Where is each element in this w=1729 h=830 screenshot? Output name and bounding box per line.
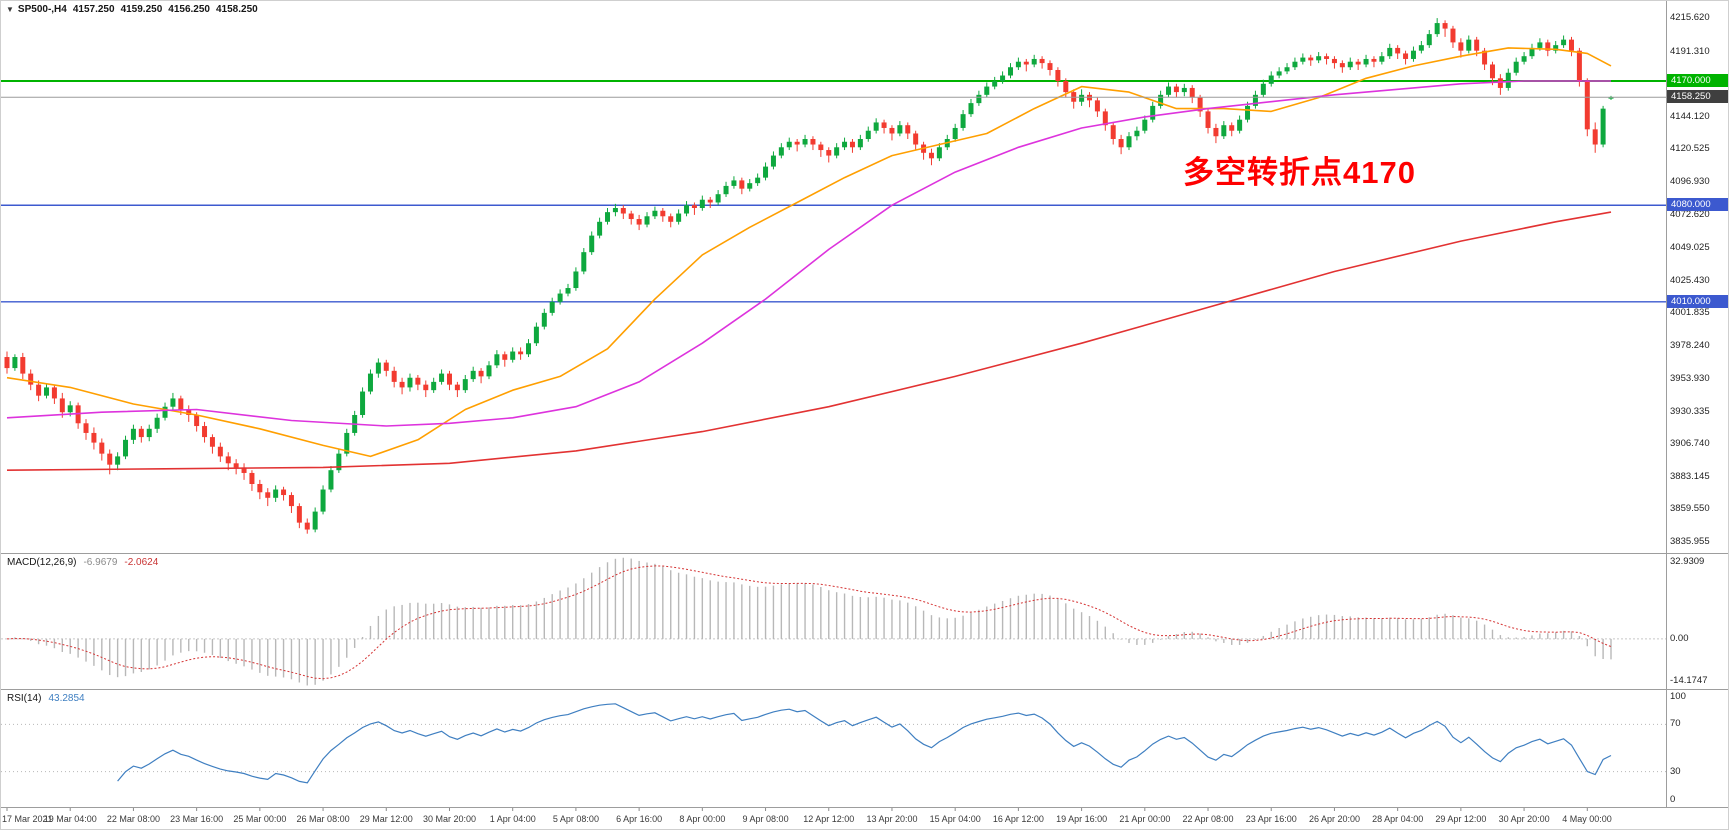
rsi-scale-label: 30 (1670, 765, 1681, 777)
price-badge-4080: 4080.000 (1667, 198, 1728, 212)
price-scale-label: 4096.930 (1670, 175, 1710, 187)
time-axis-label: 29 Mar 12:00 (359, 814, 413, 824)
price-scale-label: 3978.240 (1670, 339, 1710, 351)
collapse-arrow-icon[interactable]: ▼ (6, 5, 14, 14)
time-axis-label: 30 Mar 20:00 (422, 814, 477, 824)
time-axis-label: 9 Apr 08:00 (742, 814, 789, 824)
symbol-timeframe-readout: ▼ SP500-,H4 4157.250 4159.250 4156.250 4158.2… (6, 4, 264, 15)
rsi-indicator-label: RSI(14) 43.2854 (7, 693, 85, 704)
price-scale-label: 4072.620 (1670, 209, 1710, 221)
time-axis-label: 19 Mar 04:00 (43, 814, 97, 824)
time-axis-label: 25 Mar 00:00 (233, 814, 287, 824)
time-axis-label: 26 Mar 08:00 (296, 814, 350, 824)
macd-scale-label: 32.9309 (1670, 556, 1705, 567)
price-scale-label: 4120.525 (1670, 143, 1710, 155)
price-scale-label: 4049.025 (1670, 241, 1710, 253)
time-axis-label: 21 Apr 00:00 (1119, 814, 1171, 824)
macd-panel-canvas[interactable] (1, 553, 1666, 689)
symbol-label: SP500-,H4 (17, 4, 67, 15)
rsi-name: RSI(14) (7, 693, 42, 704)
rsi-scale-label: 0 (1670, 794, 1676, 805)
price-scale-label: 4025.430 (1670, 274, 1710, 286)
rsi-scale-label: 70 (1670, 718, 1681, 730)
time-axis-label: 12 Apr 12:00 (803, 814, 855, 824)
time-axis-label: 15 Apr 04:00 (929, 814, 981, 824)
ma-fast-line (6, 47, 1612, 458)
price-scale-label: 4144.120 (1670, 110, 1710, 122)
price-scale-label: 3930.335 (1670, 405, 1710, 417)
ma-slow-line (6, 211, 1612, 471)
time-axis-label: 30 Apr 20:00 (1498, 814, 1550, 824)
readout-high: 4159.250 (120, 4, 163, 15)
candlestick-series (4, 18, 1614, 534)
rsi-value: 43.2854 (48, 693, 85, 704)
time-axis-label: 23 Apr 16:00 (1245, 814, 1297, 824)
price-scale-label: 3835.955 (1670, 536, 1710, 548)
price-scale-label: 4001.835 (1670, 307, 1710, 319)
price-scale-label: 4191.310 (1670, 45, 1710, 57)
price-badge-4170: 4170.000 (1667, 74, 1728, 88)
time-axis-label: 8 Apr 00:00 (679, 814, 726, 824)
macd-signal-value: -2.0624 (124, 557, 159, 568)
chart-annotation-text[interactable]: 多空转折点4170 (1183, 155, 1416, 190)
rsi-scale-label: 100 (1670, 691, 1686, 702)
time-axis-label: 5 Apr 08:00 (552, 814, 599, 824)
readout-low: 4156.250 (168, 4, 210, 15)
price-scale-label: 4215.620 (1670, 12, 1710, 24)
price-scale-label: 3883.145 (1670, 470, 1710, 482)
price-scale-label: 3906.740 (1670, 438, 1710, 450)
ma-mid-line (6, 80, 1611, 427)
macd-indicator-label: MACD(12,26,9) -6.9679 -2.0624 (7, 557, 158, 568)
time-axis-label: 16 Apr 12:00 (992, 814, 1044, 824)
time-axis-label: 23 Mar 16:00 (170, 814, 224, 824)
main-chart-canvas[interactable] (1, 1, 1666, 553)
time-axis-label: 13 Apr 20:00 (866, 814, 918, 824)
macd-histogram (14, 557, 1612, 686)
macd-name: MACD(12,26,9) (7, 557, 77, 568)
time-axis-label: 1 Apr 04:00 (489, 814, 536, 824)
time-axis-label: 28 Apr 04:00 (1372, 814, 1424, 824)
readout-open: 4157.250 (72, 4, 115, 15)
price-scale-label: 3859.550 (1670, 503, 1710, 515)
time-axis-label: 4 May 00:00 (1562, 814, 1612, 824)
time-axis-label: 22 Apr 08:00 (1182, 814, 1234, 824)
time-axis-label: 19 Apr 16:00 (1056, 814, 1108, 824)
readout-close: 4158.250 (216, 4, 258, 15)
current-price-badge: 4158.250 (1667, 90, 1728, 104)
time-axis-label: 6 Apr 16:00 (616, 814, 663, 824)
rsi-panel-canvas[interactable] (1, 689, 1666, 807)
macd-signal-line (6, 565, 1612, 680)
macd-scale-label: 0.00 (1670, 632, 1689, 644)
time-axis-label: 29 Apr 12:00 (1435, 814, 1487, 824)
time-axis-label: 17 Mar 2021 (2, 814, 53, 824)
time-axis-label: 22 Mar 08:00 (106, 814, 160, 824)
time-axis-label: 26 Apr 20:00 (1308, 814, 1360, 824)
price-badge-4010: 4010.000 (1667, 294, 1728, 308)
price-scale-label: 3953.930 (1670, 373, 1710, 385)
macd-scale-label: -14.1747 (1670, 675, 1708, 686)
macd-main-value: -6.9679 (83, 557, 118, 568)
rsi-line (117, 703, 1612, 784)
